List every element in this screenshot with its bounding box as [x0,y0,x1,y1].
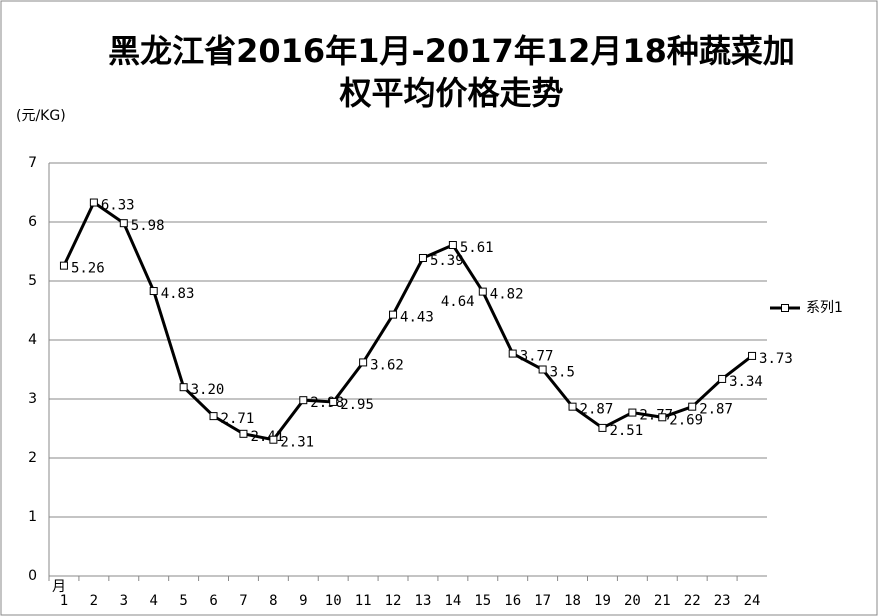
y-tick-label: 0 [28,568,37,584]
marker [418,253,427,262]
data-label: 5.61 [460,240,494,256]
marker [658,413,667,422]
data-label: 6.33 [101,198,135,214]
marker [508,349,517,358]
x-tick-label: 13 [415,593,432,609]
data-label: 3.62 [370,357,404,373]
marker [359,358,368,367]
x-tick-label: 10 [325,593,342,609]
x-tick-label: 7 [239,593,247,609]
data-label: 2.95 [340,397,374,413]
data-label: 3.20 [191,382,225,398]
data-label: 2.87 [699,402,733,418]
marker [119,219,128,228]
marker [478,287,487,296]
y-tick-label: 1 [28,509,37,525]
data-label: 2.41 [250,429,284,445]
marker [748,351,757,360]
marker [149,287,158,296]
data-label: 3.73 [759,351,793,367]
legend-label: 系列1 [806,300,843,316]
marker [329,397,338,406]
x-tick-label: 19 [594,593,611,609]
chart-title: 黑龙江省2016年1月-2017年12月18种蔬菜加权平均价格走势 [108,32,795,112]
x-tick-label: 21 [654,593,671,609]
y-axis-label: (元/KG) [16,108,66,124]
data-label: 4.43 [400,310,434,326]
x-tick-label: 5 [179,593,187,609]
data-label: 2.87 [580,402,614,418]
y-tick-label: 7 [28,155,37,171]
marker [538,365,547,374]
data-label: 4.82 [490,287,524,303]
x-tick-label: 9 [299,593,307,609]
line [62,200,753,442]
marker [389,310,398,319]
y-tick-label: 4 [28,332,37,348]
y-tick-label: 5 [28,273,37,289]
data-label: 5.98 [131,218,165,234]
data-label: 3.5 [550,365,575,381]
y-tick-label: 6 [28,214,37,230]
marker [568,402,577,411]
x-tick-label: 8 [269,593,277,609]
marker [448,241,457,250]
x-tick-label: 3 [120,593,128,609]
marker [209,412,218,421]
marker [688,402,697,411]
x-tick-label: 17 [534,593,551,609]
x-tick-label: 15 [474,593,491,609]
x-tick-label: 22 [684,593,701,609]
x-tick-label: 20 [624,593,641,609]
marker [269,435,278,444]
x-tick-label: 2 [90,593,98,609]
annotation: 4.64 [441,294,475,310]
x-tick-label: 18 [564,593,581,609]
x-tick-label: 24 [744,593,761,609]
data-label: 4.83 [161,286,195,302]
marker [179,383,188,392]
data-label: 2.69 [669,412,703,428]
x-tick-label: 6 [209,593,217,609]
marker [89,198,98,207]
data-label: 5.39 [430,253,464,269]
x-axis-label: 月 [52,579,66,595]
marker [239,429,248,438]
marker [59,261,68,270]
data-label: 3.34 [729,374,763,390]
x-tick-label: 1 [60,593,68,609]
x-tick-label: 23 [714,593,731,609]
y-tick-label: 2 [28,450,37,466]
data-label: 5.26 [71,261,105,277]
marker [299,396,308,405]
legend-marker [781,304,789,312]
y-tick-label: 3 [28,391,37,407]
x-tick-label: 14 [444,593,461,609]
x-tick-label: 12 [385,593,402,609]
marker [598,423,607,432]
x-tick-label: 11 [355,593,372,609]
data-label: 2.98 [310,395,344,411]
marker [718,374,727,383]
data-label: 3.77 [520,349,554,365]
data-label: 2.31 [280,435,314,451]
marker [628,408,637,417]
data-label: 2.71 [221,411,255,427]
data-label: 2.77 [639,408,673,424]
x-tick-label: 4 [149,593,157,609]
data-label: 2.51 [609,423,643,439]
x-tick-label: 16 [504,593,521,609]
